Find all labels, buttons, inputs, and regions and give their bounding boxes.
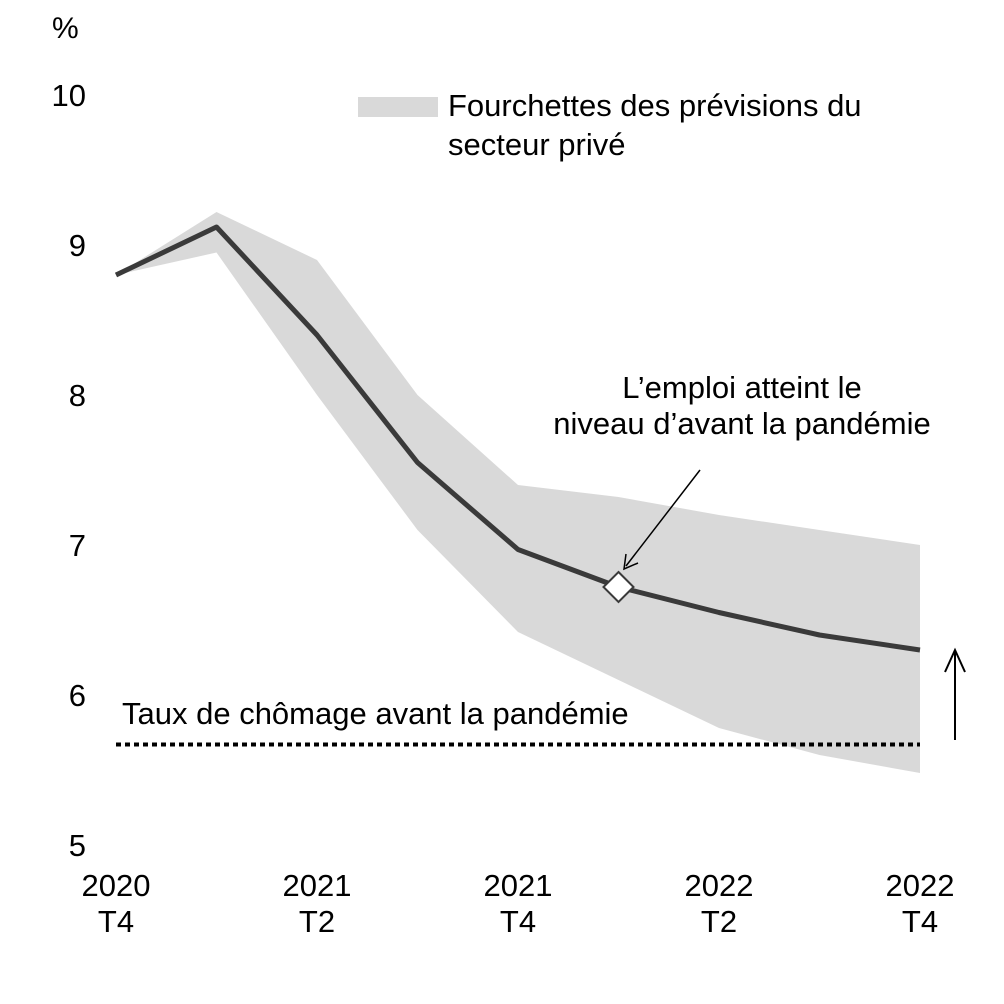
legend-text-line: secteur privé <box>448 127 625 162</box>
y-unit-label: % <box>52 12 79 45</box>
annotation-text-line: L’emploi atteint le <box>622 370 862 405</box>
x-tick-label: T4 <box>500 904 536 939</box>
annotation-arrow-line <box>625 469 701 567</box>
unemployment-rate-line <box>114 224 921 653</box>
x-tick-label: T2 <box>299 904 335 939</box>
series-layer <box>114 224 921 653</box>
x-tick-label: 2022 <box>886 868 955 903</box>
x-tick-label: 2021 <box>283 868 352 903</box>
y-tick-label: 8 <box>69 378 86 413</box>
y-axis-ticks: 5 6 7 8 9 10 <box>52 78 86 863</box>
employment-recovery-marker <box>602 570 635 604</box>
legend-text-line: Fourchettes des prévisions du <box>448 88 862 123</box>
x-tick-label: 2021 <box>484 868 553 903</box>
x-tick-label: T2 <box>701 904 737 939</box>
y-tick-label: 10 <box>52 78 86 113</box>
x-tick-label: 2020 <box>82 868 151 903</box>
y-tick-label: 6 <box>69 678 86 713</box>
legend-label-band: Fourchettes des prévisions du secteur pri… <box>448 88 862 162</box>
up-arrow-head <box>944 647 966 673</box>
legend-swatch-band <box>358 97 438 117</box>
y-tick-label: 9 <box>69 228 86 263</box>
y-tick-label: 7 <box>69 528 86 563</box>
x-tick-label: T4 <box>98 904 134 939</box>
x-tick-label: T4 <box>902 904 938 939</box>
annotation-text-line: niveau d’avant la pandémie <box>553 406 930 441</box>
annotation-arrow-head <box>623 553 639 571</box>
y-tick-label: 5 <box>69 828 86 863</box>
annotation-arrow <box>623 469 701 571</box>
pre-pandemic-rate-label: Taux de chômage avant la pandémie <box>122 696 629 731</box>
forecast-range-band <box>116 212 920 773</box>
employment-annotation: L’emploi atteint le niveau d’avant la pan… <box>553 370 930 441</box>
up-arrow <box>944 647 966 740</box>
x-tick-label: 2022 <box>685 868 754 903</box>
legend: Fourchettes des prévisions du secteur pri… <box>358 88 862 162</box>
